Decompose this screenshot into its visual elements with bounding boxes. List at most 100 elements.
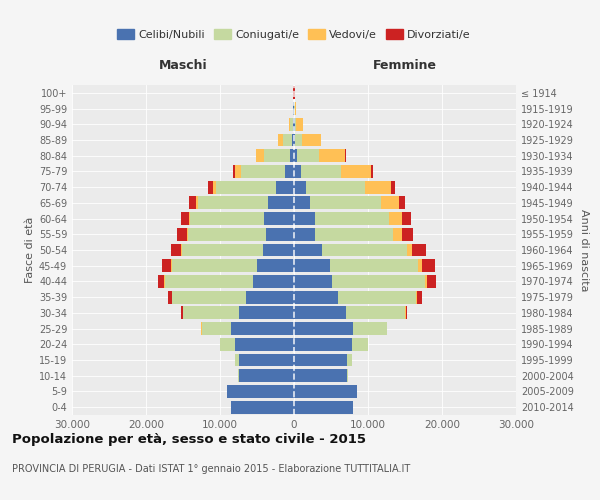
Bar [346, 306, 405, 320]
Bar [227, 385, 294, 398]
Bar [316, 228, 393, 240]
Bar [241, 165, 285, 178]
Bar [293, 102, 294, 115]
Bar [301, 165, 341, 178]
Text: Popolazione per età, sesso e stato civile - 2015: Popolazione per età, sesso e stato civil… [12, 432, 366, 446]
Bar [292, 134, 294, 146]
Bar [202, 322, 231, 335]
Bar [294, 354, 347, 366]
Bar [310, 196, 380, 209]
Bar [263, 244, 294, 256]
Bar [290, 150, 294, 162]
Bar [182, 244, 263, 256]
Bar [171, 244, 181, 256]
Bar [387, 322, 388, 335]
Bar [239, 306, 294, 320]
Bar [235, 165, 241, 178]
Bar [235, 338, 294, 350]
Bar [306, 180, 365, 194]
Bar [365, 180, 391, 194]
Bar [353, 322, 386, 335]
Bar [220, 338, 235, 350]
Bar [164, 275, 253, 288]
Bar [341, 165, 371, 178]
Bar [294, 385, 357, 398]
Bar [253, 275, 294, 288]
Bar [402, 228, 413, 240]
Bar [294, 244, 322, 256]
Bar [178, 228, 187, 240]
Bar [294, 370, 347, 382]
Bar [187, 228, 188, 240]
Bar [302, 134, 320, 146]
Bar [402, 212, 411, 225]
Bar [338, 290, 416, 304]
Bar [158, 275, 164, 288]
Bar [407, 244, 412, 256]
Bar [263, 150, 290, 162]
Bar [345, 150, 346, 162]
Bar [275, 180, 294, 194]
Bar [416, 290, 417, 304]
Text: Femmine: Femmine [373, 60, 437, 72]
Bar [319, 150, 345, 162]
Bar [294, 212, 315, 225]
Bar [315, 212, 389, 225]
Bar [266, 228, 294, 240]
Bar [231, 400, 294, 413]
Y-axis label: Fasce di età: Fasce di età [25, 217, 35, 283]
Bar [246, 290, 294, 304]
Bar [425, 275, 427, 288]
Bar [181, 244, 182, 256]
Bar [294, 228, 316, 240]
Legend: Celibi/Nubili, Coniugati/e, Vedovi/e, Divorziati/e: Celibi/Nubili, Coniugati/e, Vedovi/e, Di… [113, 24, 475, 44]
Bar [183, 306, 239, 320]
Bar [294, 338, 352, 350]
Bar [283, 134, 292, 146]
Bar [294, 165, 301, 178]
Bar [371, 165, 373, 178]
Bar [422, 260, 436, 272]
Bar [198, 196, 268, 209]
Bar [257, 260, 294, 272]
Bar [256, 150, 263, 162]
Bar [294, 134, 295, 146]
Bar [168, 290, 172, 304]
Bar [278, 134, 283, 146]
Bar [233, 165, 235, 178]
Bar [235, 354, 239, 366]
Bar [294, 118, 295, 130]
Bar [293, 118, 294, 130]
Bar [297, 150, 319, 162]
Bar [239, 370, 294, 382]
Bar [208, 180, 212, 194]
Bar [294, 306, 346, 320]
Bar [268, 196, 294, 209]
Bar [329, 260, 418, 272]
Bar [181, 306, 183, 320]
Bar [296, 118, 303, 130]
Bar [294, 275, 332, 288]
Bar [290, 118, 293, 130]
Bar [347, 354, 352, 366]
Bar [352, 338, 368, 350]
Text: PROVINCIA DI PERUGIA - Dati ISTAT 1° gennaio 2015 - Elaborazione TUTTITALIA.IT: PROVINCIA DI PERUGIA - Dati ISTAT 1° gen… [12, 464, 410, 474]
Bar [289, 118, 290, 130]
Bar [189, 212, 190, 225]
Bar [417, 290, 422, 304]
Bar [295, 102, 296, 115]
Bar [418, 260, 422, 272]
Bar [294, 150, 297, 162]
Bar [171, 260, 172, 272]
Bar [265, 212, 294, 225]
Bar [239, 354, 294, 366]
Bar [172, 260, 257, 272]
Bar [380, 196, 399, 209]
Bar [294, 180, 306, 194]
Bar [189, 196, 196, 209]
Bar [196, 196, 198, 209]
Bar [212, 180, 217, 194]
Bar [172, 290, 246, 304]
Bar [294, 196, 310, 209]
Bar [294, 322, 353, 335]
